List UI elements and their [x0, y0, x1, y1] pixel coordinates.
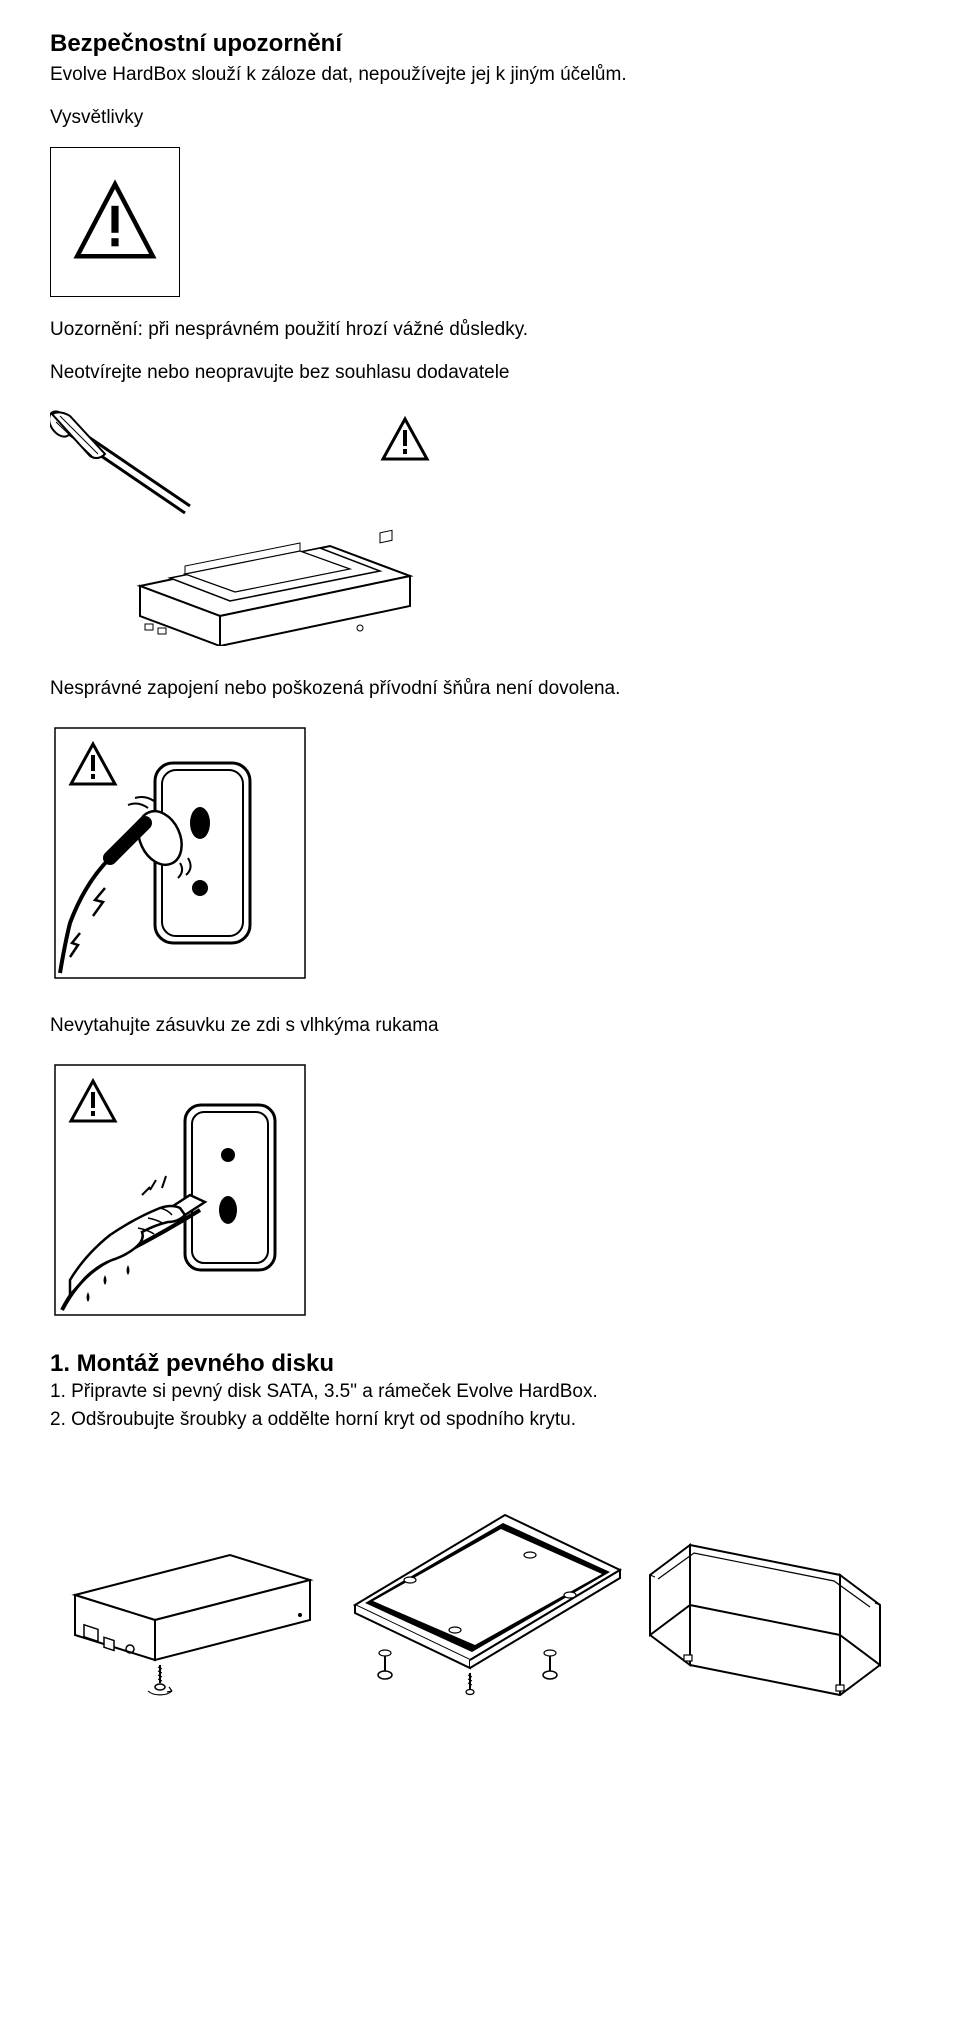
- page-title: Bezpečnostní upozornění: [50, 30, 910, 58]
- mount-heading: 1. Montáž pevného disku: [50, 1350, 910, 1378]
- intro-text: Evolve HardBox slouží k záloze dat, nepo…: [50, 62, 910, 89]
- warning-3: Nesprávné zapojení nebo poškozená přívod…: [50, 676, 910, 703]
- illustration-top-cover: [640, 1515, 900, 1705]
- warning-2: Neotvírejte nebo neopravujte bez souhlas…: [50, 360, 910, 387]
- illustration-plug-wet-hand: [50, 1060, 910, 1320]
- illustration-screwdriver: [50, 406, 910, 646]
- explanations-label: Vysvětlivky: [50, 105, 910, 132]
- caution-box: [50, 147, 180, 297]
- warning-4: Nevytahujte zásuvku ze zdi s vlhkýma ruk…: [50, 1013, 910, 1040]
- illustration-enclosure: [60, 1505, 330, 1705]
- step-2: 2. Odšroubujte šroubky a oddělte horní k…: [50, 1406, 910, 1435]
- warning-1: Uozornění: při nesprávném použití hrozí …: [50, 317, 910, 344]
- illustration-bottom-tray: [335, 1495, 635, 1705]
- warning-triangle-icon: [70, 177, 160, 267]
- step-1: 1. Připravte si pevný disk SATA, 3.5" a …: [50, 1378, 910, 1407]
- bottom-illustrations: [50, 1495, 910, 1705]
- illustration-plug-broken: [50, 723, 910, 983]
